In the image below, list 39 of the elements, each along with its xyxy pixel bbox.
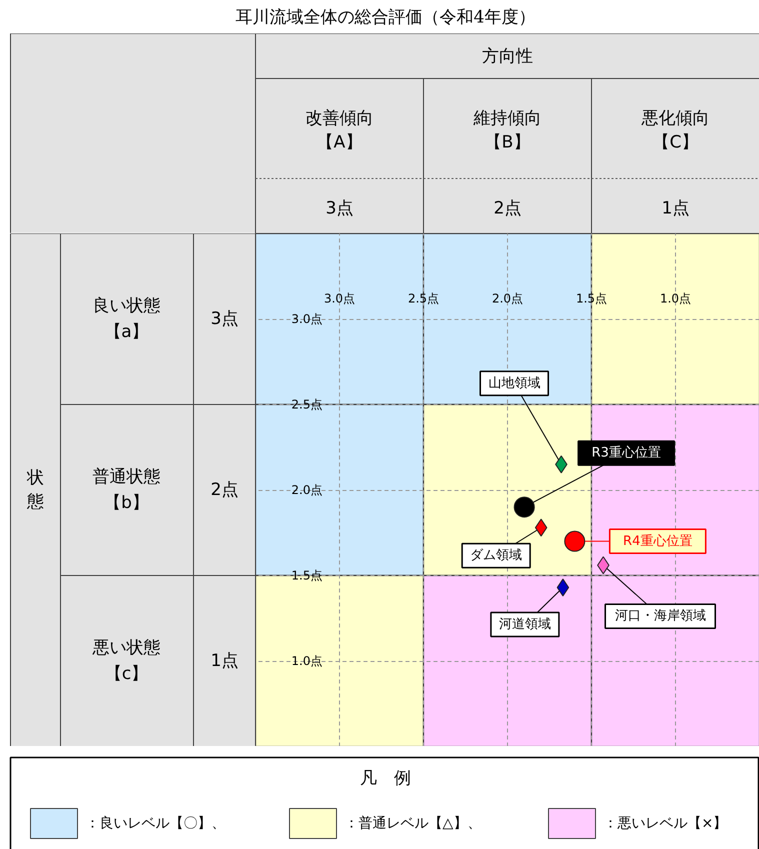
category-label: 普通状態【b】 (92, 467, 160, 513)
text: 2点 (494, 198, 522, 218)
point (534, 518, 548, 537)
text: 状態 (26, 468, 44, 512)
category-label: 1点 (210, 651, 238, 671)
text: R4重心位置 (623, 532, 692, 549)
x-tick-label: 1.5点 (576, 292, 608, 306)
category-label: 改善傾向【A】 (306, 108, 374, 152)
text: 3点 (326, 198, 354, 218)
x-tick-label: 3.0点 (324, 292, 356, 306)
category-label: 2点 (210, 480, 238, 500)
category-label: 悪化傾向【C】 (640, 108, 710, 152)
legend-label: ：良いレベル【〇】、 (86, 816, 226, 832)
category-label: 悪い状態【c】 (92, 638, 160, 684)
point (556, 578, 570, 596)
y-tick-label: 1.0点 (291, 654, 323, 668)
text: 耳川流域全体の総合評価（令和4年度） (236, 8, 536, 28)
x-tick-label: 2.0点 (492, 292, 524, 306)
point (564, 530, 586, 552)
x-tick-label: 1.0点 (660, 292, 692, 306)
y-tick-label: 2.5点 (291, 398, 323, 412)
text: 1点 (662, 198, 690, 218)
y-tick-label: 3.0点 (291, 312, 323, 326)
y-tick-label: 1.5点 (291, 568, 323, 582)
series-label: 河道領域 (498, 616, 551, 632)
y-tick-label: 2.0点 (291, 483, 323, 497)
text: 山地領域 (488, 376, 540, 391)
point (514, 496, 535, 518)
series-label: ダム領域 (470, 548, 522, 564)
text: R3重心位置 (592, 444, 661, 461)
text: 河口・海岸領域 (614, 608, 706, 624)
legend-title: 凡 例 (360, 768, 411, 788)
legend-label: ：悪いレベル【×】 (604, 816, 728, 832)
legend-label: ：普通レベル【△】、 (344, 814, 482, 832)
category-label: 維持傾向【B】 (472, 108, 542, 152)
category-label: 3点 (210, 309, 238, 329)
x-tick-label: 2.5点 (408, 292, 440, 306)
text: 方向性 (482, 46, 533, 66)
category-label: 良い状態【a】 (92, 296, 160, 342)
